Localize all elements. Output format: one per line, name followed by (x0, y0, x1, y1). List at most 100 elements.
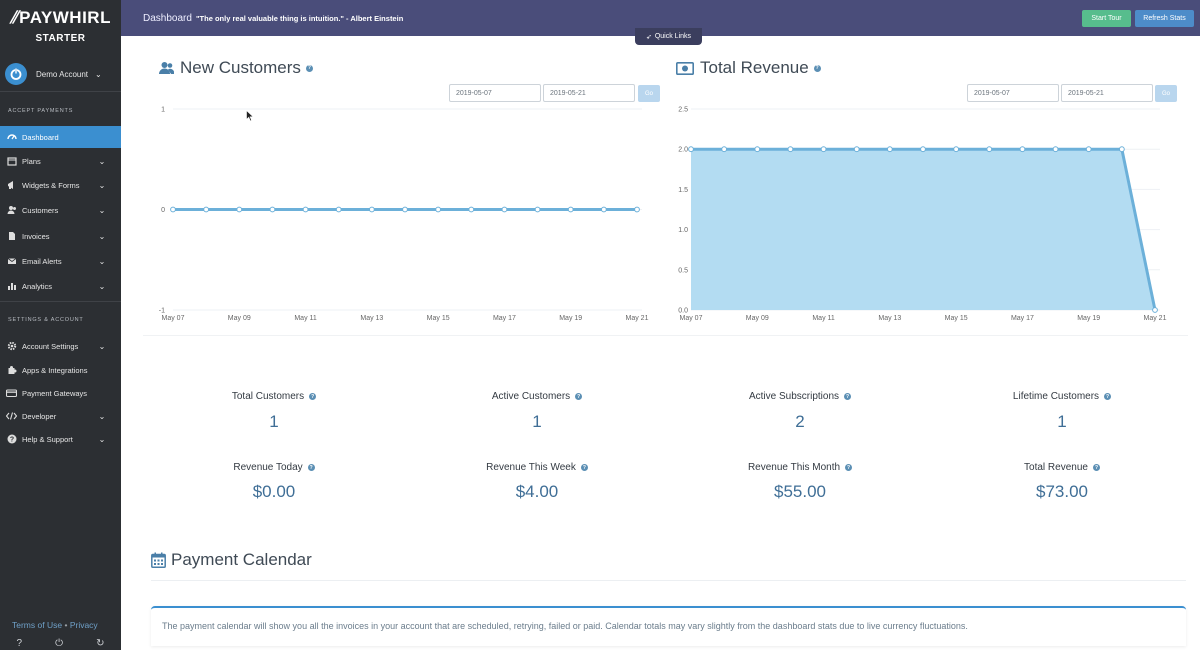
stat-total-revenue: Total Revenue? $73.00 (952, 462, 1172, 502)
sidebar-item-label: Developer (22, 411, 57, 421)
rocket-icon: ➶ (645, 33, 652, 41)
quote-text: "The only real valuable thing is intuiti… (196, 14, 404, 23)
chevron-down-icon: ⌄ (98, 434, 106, 444)
brand[interactable]: ⫽PAYWHIRL STARTER (0, 8, 121, 44)
sidebar-divider (0, 91, 121, 92)
section-label-accept-payments: ACCEPT PAYMENTS (8, 108, 74, 114)
payment-calendar-title: Payment Calendar (151, 550, 312, 570)
question-icon[interactable]: ? (305, 64, 313, 72)
total-revenue-date-to[interactable]: 2019-05-21 (1061, 84, 1153, 102)
data-point (1152, 307, 1158, 313)
sidebar-item-email-alerts[interactable]: Email Alerts ⌄ (0, 250, 121, 272)
stat-revenue-today: Revenue Today? $0.00 (164, 462, 384, 502)
power-icon[interactable]: ⏻ (55, 637, 64, 649)
data-point (269, 206, 276, 213)
total-revenue-date-from[interactable]: 2019-05-07 (967, 84, 1059, 102)
chevron-down-icon: ⌄ (98, 256, 106, 266)
sidebar-item-customers[interactable]: Customers ⌄ (0, 199, 121, 221)
sidebar-item-apps-integrations[interactable]: Apps & Integrations (0, 359, 121, 381)
chevron-down-icon: ⌄ (98, 341, 106, 351)
data-point (600, 206, 607, 213)
question-icon[interactable]: ? (845, 464, 853, 471)
stat-value: 1 (1057, 412, 1067, 431)
divider (143, 335, 1188, 336)
stat-revenue-this-week: Revenue This Week? $4.00 (427, 462, 647, 502)
data-point (886, 146, 893, 153)
footer-links: Terms of Use • Privacy (12, 620, 98, 630)
data-point (435, 206, 442, 213)
y-tick-label: 2.0 (678, 147, 688, 154)
area-fill (691, 149, 1155, 310)
total-revenue-go-button[interactable]: Go (1155, 85, 1177, 102)
question-icon[interactable]: ? (813, 64, 821, 72)
stat-value: 1 (269, 412, 279, 431)
stat-value: $73.00 (1036, 482, 1088, 501)
bar-chart-icon (6, 281, 17, 292)
new-customers-go-button[interactable]: Go (638, 85, 660, 102)
y-tick-label: 1.5 (678, 187, 688, 194)
terms-link[interactable]: Terms of Use (12, 620, 63, 630)
y-tick-label: 0.5 (678, 267, 688, 274)
question-icon[interactable]: ? (307, 464, 315, 471)
sidebar-item-label: Analytics (22, 281, 53, 291)
sidebar-item-label: Email Alerts (22, 256, 62, 266)
x-tick-label: May 21 (1144, 315, 1167, 322)
data-point (335, 206, 342, 213)
account-menu[interactable]: Demo Account ⌄ (5, 63, 117, 85)
data-point (1085, 146, 1092, 153)
sidebar-item-developer[interactable]: Developer ⌄ (0, 405, 121, 427)
chevron-down-icon: ⌄ (95, 69, 102, 79)
data-point (953, 146, 960, 153)
stat-label: Total Customers (231, 391, 305, 402)
sidebar-item-dashboard[interactable]: Dashboard (0, 126, 121, 148)
data-point (820, 146, 827, 153)
new-customers-title: New Customers ? (159, 58, 313, 78)
quick-links-button[interactable]: ➶ Quick Links (635, 28, 702, 45)
account-name: Demo Account (36, 69, 89, 79)
y-tick-label: -1 (159, 308, 165, 315)
chevron-down-icon: ⌄ (98, 411, 106, 421)
total-revenue-title: Total Revenue ? (676, 58, 821, 78)
sidebar-item-label: Apps & Integrations (22, 365, 88, 375)
data-point (236, 206, 243, 213)
privacy-link[interactable]: Privacy (69, 620, 98, 630)
data-point (1052, 146, 1059, 153)
question-icon[interactable]: ? (580, 464, 588, 471)
x-tick-label: May 07 (162, 315, 185, 322)
sidebar-item-invoices[interactable]: Invoices ⌄ (0, 225, 121, 247)
sidebar-item-help-support[interactable]: ? Help & Support ⌄ (0, 428, 121, 450)
divider (151, 580, 1186, 581)
panel-title-text: Total Revenue (700, 58, 809, 77)
stat-value: 2 (795, 412, 805, 431)
new-customers-date-to[interactable]: 2019-05-21 (543, 84, 635, 102)
question-icon[interactable]: ? (844, 393, 852, 400)
start-tour-button[interactable]: Start Tour (1082, 10, 1131, 27)
sidebar-item-widgets-forms[interactable]: Widgets & Forms ⌄ (0, 174, 121, 196)
sidebar-item-account-settings[interactable]: Account Settings ⌄ (0, 335, 121, 357)
footer-separator: • (64, 620, 68, 630)
stat-active-subscriptions: Active Subscriptions? 2 (690, 391, 910, 432)
calendar-info-text: The payment calendar will show you all t… (162, 621, 968, 631)
sidebar-item-payment-gateways[interactable]: Payment Gateways (0, 382, 121, 404)
data-point (468, 206, 475, 213)
help-icon[interactable]: ? (16, 637, 23, 649)
sidebar-item-analytics[interactable]: Analytics ⌄ (0, 275, 121, 297)
question-icon[interactable]: ? (575, 393, 583, 400)
data-point (1118, 146, 1125, 153)
sidebar-item-plans[interactable]: Plans ⌄ (0, 150, 121, 172)
new-customers-date-from[interactable]: 2019-05-07 (449, 84, 541, 102)
stat-label: Revenue Today (233, 462, 303, 473)
question-icon[interactable]: ? (1092, 464, 1100, 471)
data-point (203, 206, 210, 213)
question-icon[interactable]: ? (309, 393, 317, 400)
question-icon[interactable]: ? (1104, 393, 1112, 400)
credit-card-icon (6, 388, 17, 399)
refresh-icon[interactable]: ↻ (96, 637, 105, 649)
refresh-stats-button[interactable]: Refresh Stats (1135, 10, 1194, 27)
data-point (920, 146, 926, 153)
svg-text:?: ? (9, 437, 13, 444)
x-tick-label: May 07 (680, 315, 703, 322)
y-tick-label: 2.5 (678, 107, 688, 114)
stat-label: Active Customers (491, 391, 571, 402)
